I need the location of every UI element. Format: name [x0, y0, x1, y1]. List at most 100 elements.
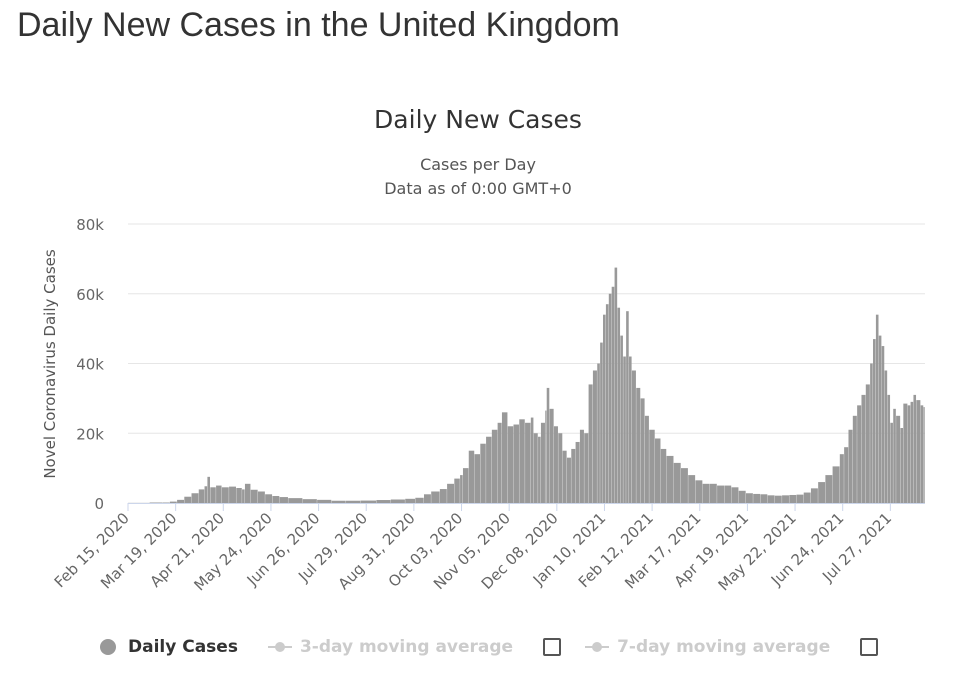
- bar[interactable]: [562, 450, 567, 503]
- bar[interactable]: [893, 408, 896, 503]
- bar[interactable]: [702, 483, 710, 503]
- bar[interactable]: [617, 307, 621, 503]
- bar[interactable]: [302, 499, 317, 503]
- bar[interactable]: [738, 490, 746, 503]
- checkbox-7-day-average[interactable]: [860, 638, 879, 656]
- bar[interactable]: [680, 468, 688, 504]
- bar[interactable]: [501, 412, 508, 503]
- bar[interactable]: [600, 342, 603, 503]
- bar[interactable]: [896, 415, 901, 503]
- bar[interactable]: [623, 356, 626, 503]
- bar[interactable]: [695, 480, 703, 503]
- bar[interactable]: [803, 492, 811, 503]
- bar[interactable]: [288, 498, 303, 503]
- bar[interactable]: [513, 424, 519, 503]
- bar[interactable]: [717, 485, 725, 503]
- bar[interactable]: [540, 422, 545, 503]
- bar[interactable]: [507, 426, 514, 503]
- bar[interactable]: [745, 493, 753, 503]
- bar[interactable]: [920, 405, 924, 503]
- bar[interactable]: [250, 489, 258, 503]
- bar[interactable]: [605, 304, 609, 503]
- bar[interactable]: [229, 486, 236, 503]
- bar[interactable]: [210, 487, 216, 503]
- bar[interactable]: [331, 500, 346, 503]
- bar[interactable]: [207, 476, 210, 503]
- legend-item-7-day-average[interactable]: 7-day moving average: [585, 637, 830, 657]
- bar[interactable]: [204, 486, 208, 503]
- bar[interactable]: [660, 448, 667, 503]
- bar[interactable]: [861, 394, 866, 503]
- bar[interactable]: [588, 384, 593, 503]
- bar[interactable]: [519, 419, 525, 503]
- bar[interactable]: [857, 405, 862, 503]
- bar[interactable]: [184, 496, 192, 503]
- bar[interactable]: [279, 497, 288, 503]
- bar[interactable]: [900, 428, 904, 503]
- bar[interactable]: [244, 483, 251, 503]
- bar[interactable]: [666, 455, 674, 503]
- bar[interactable]: [839, 454, 844, 503]
- bar[interactable]: [887, 394, 891, 503]
- bar[interactable]: [796, 494, 804, 503]
- bar[interactable]: [376, 500, 391, 503]
- bar[interactable]: [789, 494, 797, 503]
- bar[interactable]: [878, 335, 882, 503]
- bar[interactable]: [533, 433, 538, 503]
- bar[interactable]: [272, 496, 280, 503]
- bar[interactable]: [431, 491, 440, 503]
- bar[interactable]: [913, 394, 917, 503]
- bar[interactable]: [198, 489, 205, 503]
- bar[interactable]: [649, 429, 655, 503]
- bar[interactable]: [731, 487, 739, 503]
- legend-item-daily-cases[interactable]: Daily Cases: [100, 637, 238, 657]
- bar[interactable]: [760, 494, 768, 503]
- bar[interactable]: [525, 422, 531, 503]
- bar[interactable]: [903, 403, 908, 503]
- bar[interactable]: [405, 498, 416, 503]
- bar[interactable]: [530, 417, 534, 503]
- bar[interactable]: [873, 339, 876, 503]
- bar[interactable]: [415, 497, 424, 503]
- bar[interactable]: [177, 499, 185, 503]
- bar[interactable]: [390, 499, 405, 503]
- bar[interactable]: [636, 387, 641, 503]
- bar[interactable]: [614, 267, 618, 503]
- bar[interactable]: [875, 314, 879, 503]
- bar[interactable]: [782, 495, 789, 503]
- bar[interactable]: [848, 429, 853, 503]
- bar[interactable]: [221, 487, 229, 503]
- bar[interactable]: [571, 448, 576, 503]
- bar[interactable]: [865, 384, 870, 503]
- bar[interactable]: [257, 491, 265, 503]
- bar[interactable]: [480, 443, 486, 503]
- bar[interactable]: [549, 408, 554, 503]
- bar[interactable]: [818, 482, 826, 503]
- bar[interactable]: [545, 410, 547, 503]
- bar[interactable]: [767, 495, 775, 503]
- bar[interactable]: [592, 370, 597, 503]
- bar[interactable]: [907, 405, 911, 503]
- bar[interactable]: [597, 363, 600, 504]
- bar[interactable]: [236, 488, 242, 503]
- bar[interactable]: [884, 370, 888, 503]
- bar[interactable]: [558, 433, 563, 503]
- bar[interactable]: [265, 494, 273, 503]
- bar[interactable]: [753, 493, 761, 503]
- bar[interactable]: [460, 475, 463, 503]
- bar[interactable]: [579, 429, 584, 503]
- bar[interactable]: [553, 426, 558, 503]
- bar[interactable]: [881, 346, 885, 503]
- bar[interactable]: [486, 436, 492, 503]
- bar[interactable]: [242, 489, 245, 503]
- bar[interactable]: [774, 495, 782, 503]
- bar[interactable]: [910, 401, 914, 503]
- bar[interactable]: [423, 494, 431, 503]
- bar[interactable]: [870, 363, 873, 504]
- bar[interactable]: [688, 475, 696, 503]
- bar[interactable]: [474, 454, 480, 503]
- bar[interactable]: [923, 407, 925, 503]
- bar[interactable]: [832, 466, 840, 503]
- bar[interactable]: [454, 478, 460, 503]
- bar[interactable]: [709, 483, 717, 503]
